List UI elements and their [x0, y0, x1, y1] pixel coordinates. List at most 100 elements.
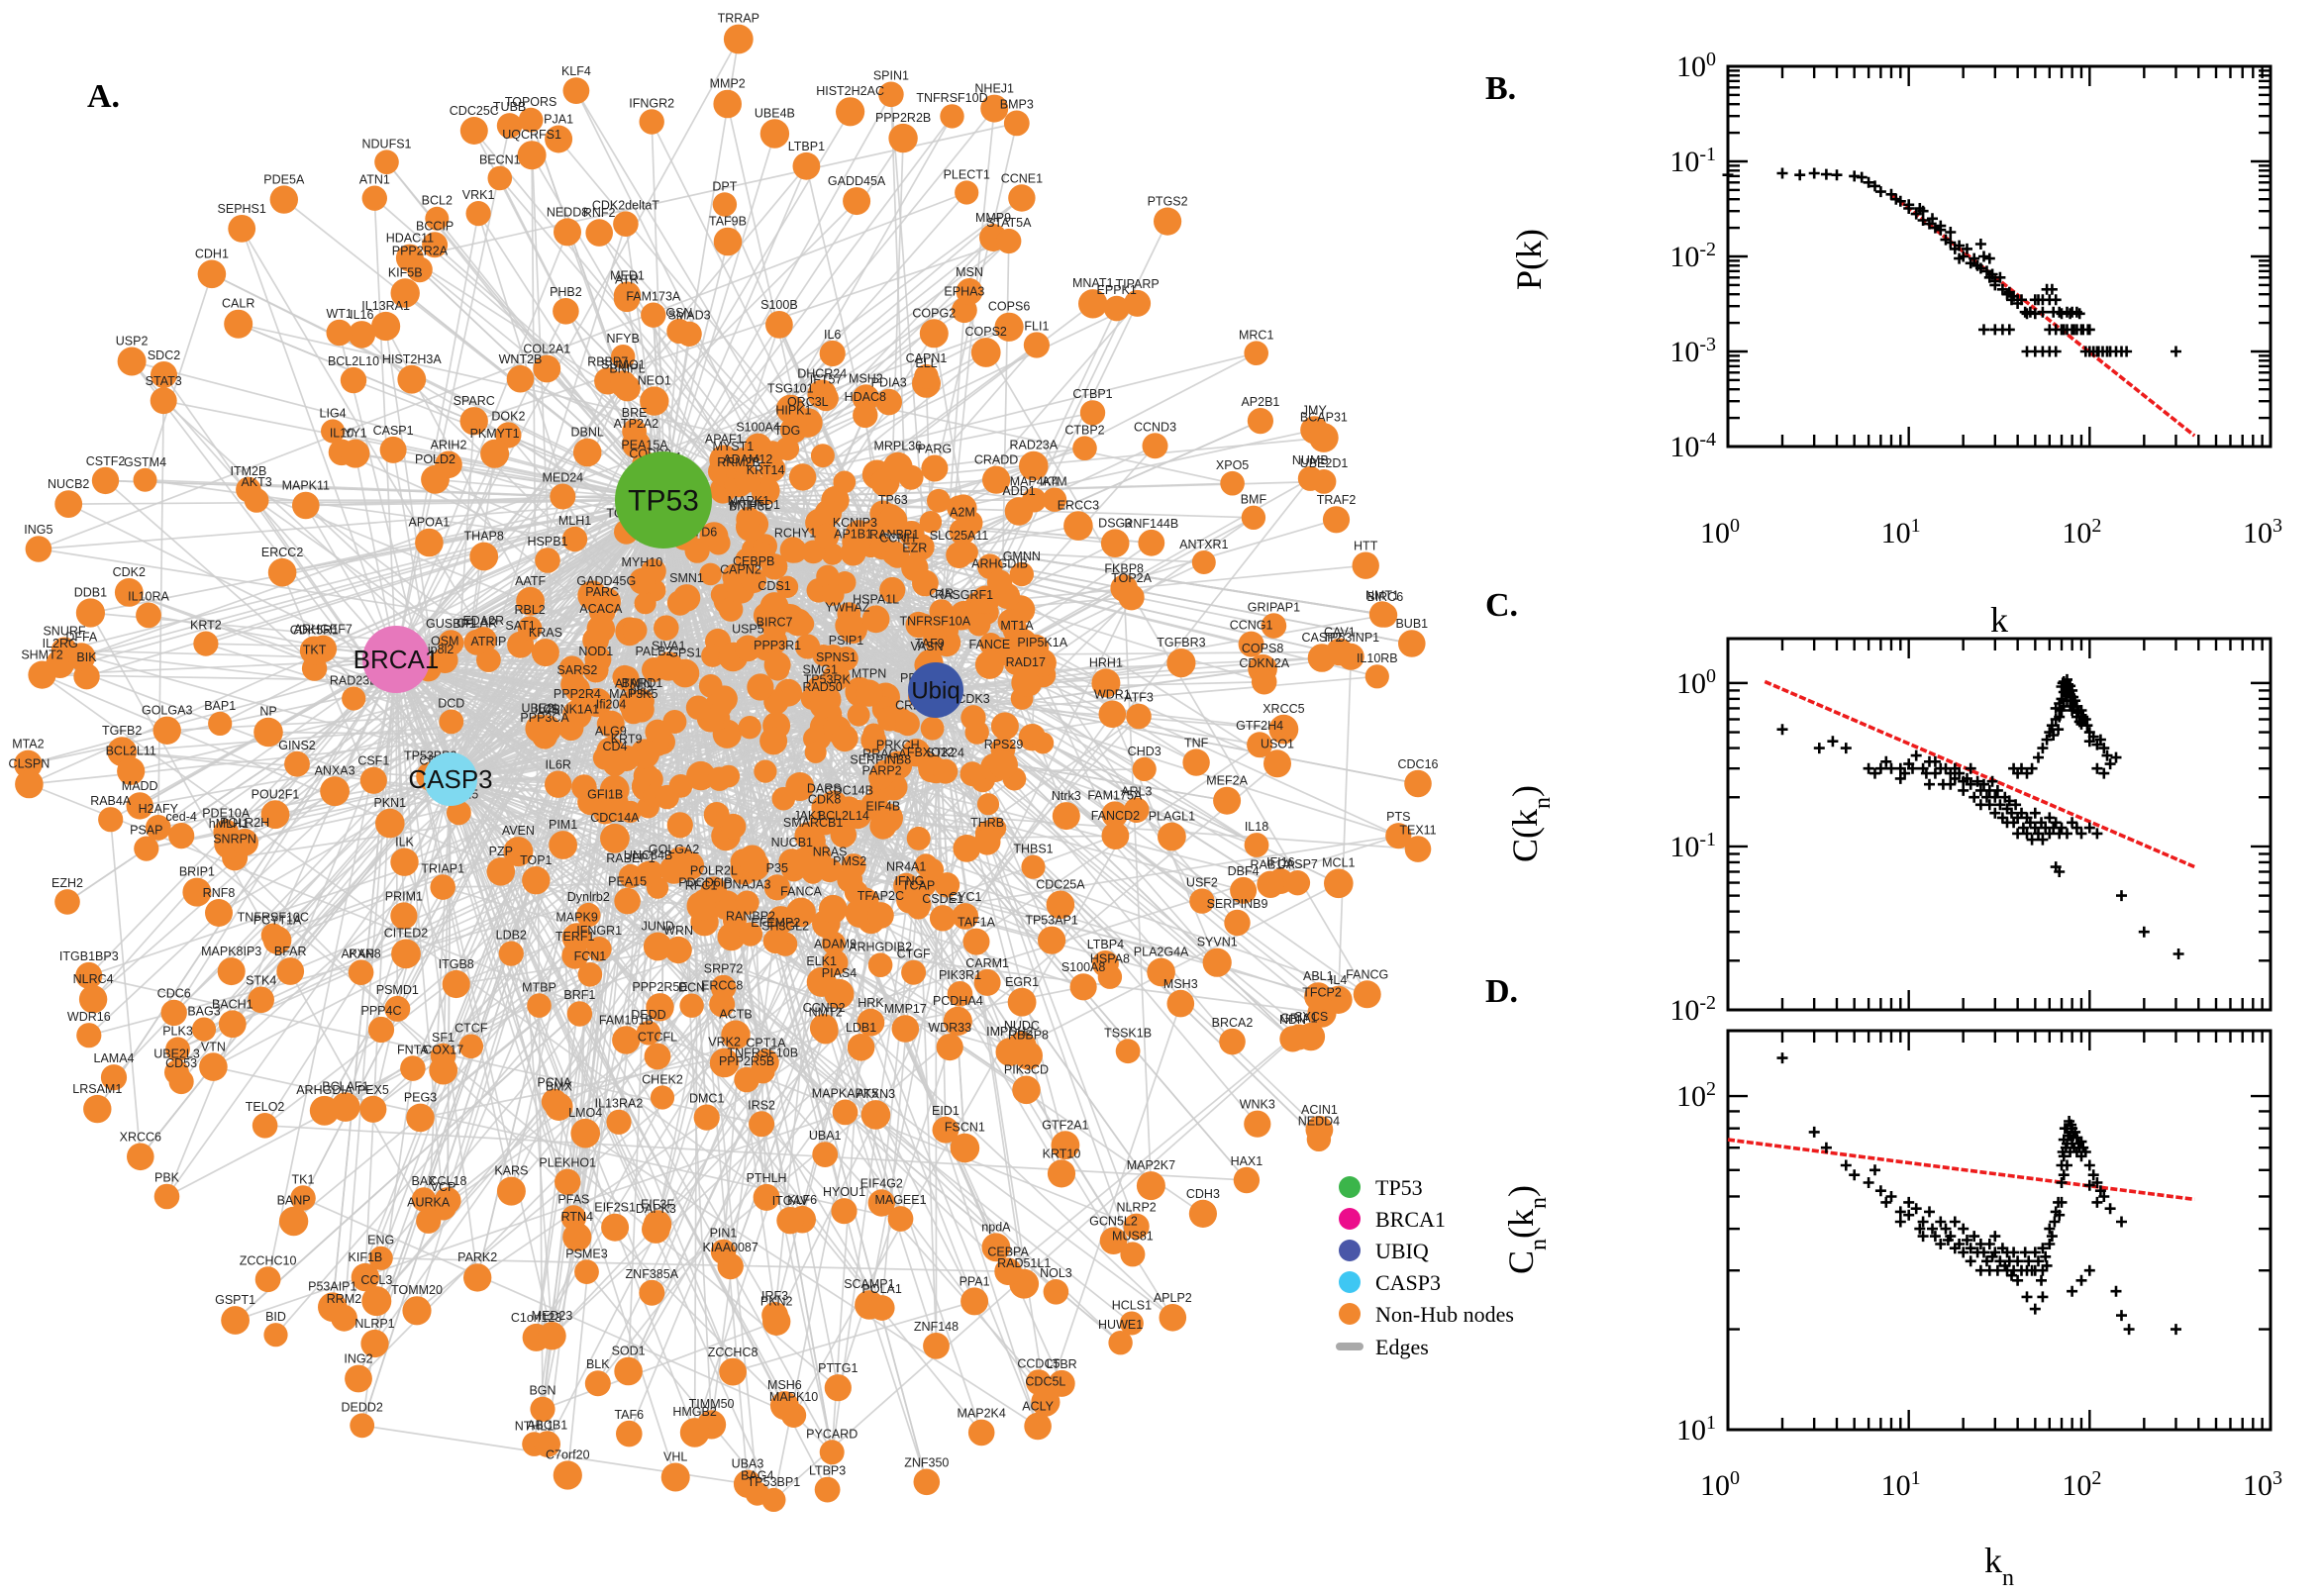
non-hub-node [950, 1133, 980, 1163]
gene-label: CCNG1 [1230, 619, 1273, 633]
non-hub-node [1219, 1028, 1246, 1055]
non-hub-node [1115, 1039, 1141, 1064]
gene-label: GCN5L2 [1089, 1214, 1138, 1228]
gene-label: PPP2R5E [632, 980, 687, 994]
non-hub-node [390, 848, 419, 876]
panel-c-label: C. [1485, 587, 1518, 624]
non-hub-node [847, 703, 870, 727]
non-hub-node [278, 1206, 309, 1237]
non-hub-node [480, 439, 510, 468]
gene-label: DBF4 [1228, 864, 1260, 878]
legend: TP53 BRCA1 UBIQ CASP3 Non-Hub nodes Edge… [1336, 1175, 1514, 1359]
non-hub-node [599, 774, 630, 805]
gene-label: IFT57 [810, 373, 843, 387]
gene-label: CDK5R1 [290, 624, 339, 638]
nonhub-swatch-icon [1339, 1303, 1361, 1325]
non-hub-node [1069, 973, 1097, 1001]
non-hub-node [585, 219, 613, 247]
non-hub-node [947, 981, 973, 1007]
non-hub-node [655, 784, 679, 810]
edge [535, 886, 778, 1339]
non-hub-node [1101, 822, 1130, 849]
gene-label: AP1B1 [834, 527, 872, 541]
non-hub-node [350, 1413, 375, 1439]
gene-label: TAF9 [915, 637, 945, 650]
non-hub-node [794, 634, 821, 659]
non-hub-node [361, 1286, 392, 1317]
gene-label: FAM101B [599, 1013, 654, 1027]
edge-swatch-icon [1336, 1343, 1364, 1350]
non-hub-node [809, 692, 836, 719]
gene-label: BAG4 [741, 1469, 773, 1483]
gene-label: VRK2 [708, 1036, 741, 1049]
non-hub-node [762, 1307, 791, 1337]
non-hub-node [753, 1183, 780, 1211]
gene-label: BAG3 [187, 1005, 220, 1019]
edge [373, 198, 397, 660]
gene-label: AATF [515, 574, 546, 588]
gene-label: DSG3 [1098, 516, 1132, 530]
gene-label: CEBPB [733, 554, 774, 568]
gene-label: SMARCB1 [783, 816, 843, 830]
gene-label: BECN1 [479, 153, 521, 167]
gene-label: KIF5B [388, 265, 423, 279]
non-hub-node [228, 215, 256, 243]
network-hub-nodes: TP53 BRCA1 Ubiq CASP3 [354, 451, 963, 806]
gene-label: S100B [760, 298, 798, 312]
gene-label: YWHAZ [825, 600, 870, 614]
gene-label: NOD1 [578, 645, 613, 658]
gene-label: FCN1 [574, 949, 607, 963]
gene-label: PPP2R2B [875, 111, 931, 125]
gene-label: CRADD [974, 453, 1018, 467]
edge [241, 228, 883, 1309]
non-hub-node [83, 1094, 112, 1124]
non-hub-node [1326, 638, 1354, 666]
gene-label: PBK [154, 1171, 180, 1185]
gene-label: COPS6 [988, 300, 1030, 314]
tp53-swatch-icon [1339, 1176, 1361, 1198]
non-hub-node [152, 716, 181, 745]
scatter-points [1776, 1052, 2181, 1336]
gene-label: MAP3K5 [609, 687, 657, 701]
gene-label: VRK1 [462, 188, 495, 202]
non-hub-node [218, 1010, 247, 1039]
edge [145, 478, 575, 541]
gene-label: TNFRSF10D [916, 91, 987, 105]
non-hub-node [1368, 601, 1396, 628]
non-hub-node [636, 1021, 661, 1046]
non-hub-node [1284, 870, 1311, 896]
gene-label: MAPK10 [769, 1390, 818, 1404]
non-hub-node [1079, 400, 1106, 426]
gene-label: COPS8 [1242, 642, 1283, 655]
gene-label: BAP1 [204, 699, 236, 713]
gene-label: LTBR [1047, 1357, 1077, 1371]
non-hub-node [622, 618, 648, 643]
non-hub-node [1118, 584, 1145, 611]
gene-label: UBE2L3 [153, 1047, 200, 1061]
gene-label: CDC5L [1025, 1375, 1065, 1389]
panel-b-label: B. [1485, 70, 1516, 107]
gene-label: PARP2 [862, 764, 902, 778]
gene-label: ATMIN [615, 677, 653, 691]
gene-label: PMS2 [833, 854, 866, 868]
edge [775, 596, 1133, 1323]
gene-label: ERCC2 [261, 546, 303, 559]
non-hub-node [775, 437, 800, 461]
non-hub-node [267, 557, 297, 587]
legend-item-nonhub: Non-Hub nodes [1339, 1302, 1514, 1327]
non-hub-node [996, 228, 1022, 254]
non-hub-node [660, 1462, 690, 1492]
gene-label: BAX [411, 1174, 437, 1188]
x-tick-label: 102 [2062, 1467, 2101, 1502]
gene-label: WDR1 [1094, 687, 1131, 701]
gene-label: SERPINB8 [850, 752, 911, 766]
non-hub-node [1324, 868, 1354, 899]
gene-label: npdA [981, 1220, 1011, 1234]
gene-label: PPP2R2A [392, 244, 449, 257]
gene-label: HDAC11 [386, 232, 434, 246]
gene-label: FNTA [397, 1043, 429, 1056]
gene-label: FANCA [780, 885, 822, 899]
gene-label: RAD23A [1009, 439, 1058, 452]
gene-label: NUCB2 [48, 477, 89, 491]
edge [627, 900, 1009, 1272]
